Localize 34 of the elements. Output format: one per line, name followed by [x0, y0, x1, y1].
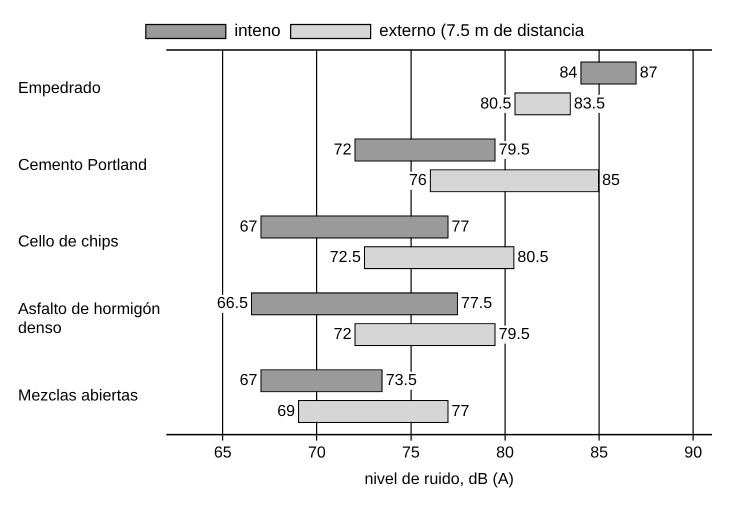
- y-tick-label: Cemento Portland: [18, 156, 147, 174]
- annotation: 77: [452, 218, 470, 236]
- y-tick-label: Cello de chips: [18, 234, 118, 251]
- annotation: 79.5: [498, 326, 530, 344]
- annotation: 80.5: [517, 249, 549, 266]
- annotation: 72.5: [330, 249, 361, 266]
- x-axis-title: nivel de ruido, dB (A): [364, 470, 514, 488]
- annotation: 77: [452, 402, 470, 420]
- legend-label: externo (7.5 m de distancia: [379, 21, 585, 40]
- annotation: 76: [408, 172, 427, 190]
- annotation: 67: [240, 218, 258, 236]
- annotation: 80.5: [480, 95, 512, 112]
- annotation: 69: [277, 402, 296, 420]
- x-tick-label: 70: [308, 444, 326, 462]
- y-tick-label: Mezclas abiertas: [18, 388, 138, 405]
- x-tick-label: 65: [214, 444, 232, 462]
- annotation: 66.5: [216, 295, 248, 312]
- annotation: 73.5: [386, 372, 417, 390]
- x-tick-label: 85: [590, 444, 608, 462]
- annotation: 77.5: [460, 295, 492, 312]
- y-tick-label: Asfalto de hormigón denso: [18, 301, 160, 338]
- x-tick-label: 75: [402, 444, 420, 462]
- annotation: 84: [559, 64, 578, 82]
- x-tick-label: 80: [496, 444, 514, 462]
- annotation: 72: [334, 326, 352, 344]
- annotation: 79.5: [498, 141, 530, 158]
- annotation: 85: [602, 172, 620, 190]
- annotation: 87: [640, 64, 658, 82]
- annotation: 67: [240, 372, 258, 390]
- annotation: 83.5: [574, 95, 606, 112]
- x-tick-label: 90: [684, 444, 702, 462]
- annotation: 72: [334, 141, 352, 158]
- y-tick-label: Empedrado: [18, 80, 101, 97]
- legend-label: inteno: [234, 21, 281, 40]
